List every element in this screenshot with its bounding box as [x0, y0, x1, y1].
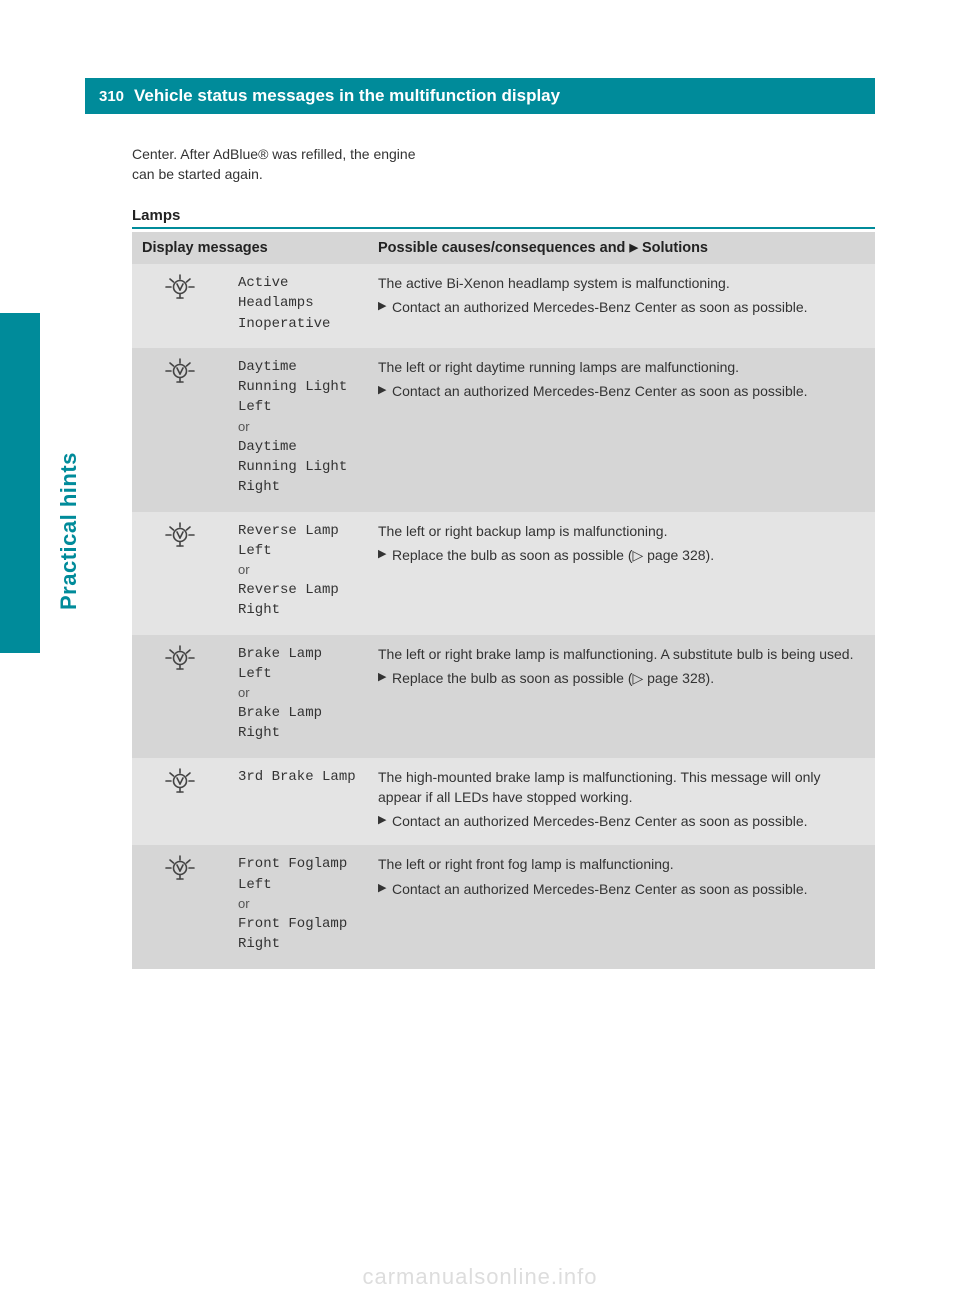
bulb-icon	[160, 767, 200, 800]
msg-or: or	[238, 684, 358, 703]
solution-action: ▶Contact an authorized Mercedes-Benz Cen…	[378, 879, 865, 899]
table-row: 3rd Brake Lamp The high-mounted brake lam…	[132, 758, 875, 846]
cell-icon	[132, 512, 228, 635]
cell-icon	[132, 635, 228, 758]
msg-text: Reverse Lamp Left	[238, 521, 358, 562]
cell-message: 3rd Brake Lamp	[228, 758, 368, 846]
msg-text: Front Foglamp Right	[238, 914, 358, 955]
bulb-icon	[160, 521, 200, 554]
solution-action: ▶Contact an authorized Mercedes-Benz Cen…	[378, 297, 865, 317]
th-solutions-suffix: Solutions	[638, 240, 708, 256]
section-title-lamps: Lamps	[132, 207, 180, 224]
solution-action-text: Replace the bulb as soon as possible (▷ …	[392, 545, 865, 565]
msg-or: or	[238, 561, 358, 580]
solution-lead: The left or right front fog lamp is malf…	[378, 854, 865, 874]
msg-text: Reverse Lamp Right	[238, 580, 358, 621]
bulb-icon	[160, 273, 200, 306]
solution-lead: The active Bi-Xenon headlamp system is m…	[378, 273, 865, 293]
cell-icon	[132, 348, 228, 512]
cell-message: Front Foglamp LeftorFront Foglamp Right	[228, 845, 368, 968]
intro-text: Center. After AdBlue® was refilled, the …	[132, 144, 432, 185]
cell-solution: The high-mounted brake lamp is malfuncti…	[368, 758, 875, 846]
solution-lead: The left or right daytime running lamps …	[378, 357, 865, 377]
cell-solution: The left or right brake lamp is malfunct…	[368, 635, 875, 758]
cell-icon	[132, 264, 228, 348]
triangle-icon: ▶	[378, 668, 392, 688]
table-row: Brake Lamp LeftorBrake Lamp Right The lef…	[132, 635, 875, 758]
msg-text: 3rd Brake Lamp	[238, 767, 358, 787]
solution-action: ▶Replace the bulb as soon as possible (▷…	[378, 668, 865, 688]
table-row: Front Foglamp LeftorFront Foglamp Right T…	[132, 845, 875, 968]
page-title: Vehicle status messages in the multifunc…	[134, 86, 560, 106]
solution-lead: The left or right backup lamp is malfunc…	[378, 521, 865, 541]
solution-lead: The high-mounted brake lamp is malfuncti…	[378, 767, 865, 808]
cell-message: Reverse Lamp LeftorReverse Lamp Right	[228, 512, 368, 635]
triangle-icon: ▶	[378, 297, 392, 317]
msg-text: Brake Lamp Left	[238, 644, 358, 685]
watermark: carmanualsonline.info	[0, 1264, 960, 1290]
triangle-icon: ▶	[378, 381, 392, 401]
solution-action-text: Contact an authorized Mercedes-Benz Cent…	[392, 381, 865, 401]
messages-table: Display messages Possible causes/consequ…	[132, 232, 875, 969]
msg-text: Daytime Running Light Left	[238, 357, 358, 418]
table-row: Active Headlamps Inoperative The active B…	[132, 264, 875, 348]
table-row: Reverse Lamp LeftorReverse Lamp Right The…	[132, 512, 875, 635]
bulb-icon	[160, 357, 200, 390]
cell-icon	[132, 845, 228, 968]
solution-action: ▶Contact an authorized Mercedes-Benz Cen…	[378, 811, 865, 831]
th-solutions-prefix: Possible causes/consequences and	[378, 240, 629, 256]
msg-or: or	[238, 895, 358, 914]
cell-solution: The active Bi-Xenon headlamp system is m…	[368, 264, 875, 348]
cell-message: Daytime Running Light LeftorDaytime Runn…	[228, 348, 368, 512]
section-rule	[132, 227, 875, 229]
triangle-icon: ▶	[378, 811, 392, 831]
solution-lead: The left or right brake lamp is malfunct…	[378, 644, 865, 664]
msg-text: Front Foglamp Left	[238, 854, 358, 895]
solution-action: ▶Replace the bulb as soon as possible (▷…	[378, 545, 865, 565]
solution-action-text: Contact an authorized Mercedes-Benz Cent…	[392, 879, 865, 899]
triangle-icon: ▶	[378, 879, 392, 899]
sidebar-label: Practical hints	[56, 452, 82, 610]
triangle-icon: ▶	[378, 545, 392, 565]
solution-action: ▶Contact an authorized Mercedes-Benz Cen…	[378, 381, 865, 401]
msg-or: or	[238, 418, 358, 437]
sidebar-tab	[0, 313, 40, 653]
cell-message: Active Headlamps Inoperative	[228, 264, 368, 348]
msg-text: Brake Lamp Right	[238, 703, 358, 744]
msg-text: Daytime Running Light Right	[238, 437, 358, 498]
cell-message: Brake Lamp LeftorBrake Lamp Right	[228, 635, 368, 758]
th-display-messages: Display messages	[132, 232, 368, 264]
bulb-icon	[160, 854, 200, 887]
solution-action-text: Replace the bulb as soon as possible (▷ …	[392, 668, 865, 688]
cell-icon	[132, 758, 228, 846]
solution-action-text: Contact an authorized Mercedes-Benz Cent…	[392, 297, 865, 317]
bulb-icon	[160, 644, 200, 677]
cell-solution: The left or right daytime running lamps …	[368, 348, 875, 512]
table-row: Daytime Running Light LeftorDaytime Runn…	[132, 348, 875, 512]
msg-text: Active Headlamps Inoperative	[238, 273, 358, 334]
cell-solution: The left or right front fog lamp is malf…	[368, 845, 875, 968]
solution-action-text: Contact an authorized Mercedes-Benz Cent…	[392, 811, 865, 831]
page-number: 310	[85, 88, 134, 105]
cell-solution: The left or right backup lamp is malfunc…	[368, 512, 875, 635]
page-header: 310 Vehicle status messages in the multi…	[85, 78, 875, 114]
triangle-icon: ▶	[629, 241, 637, 254]
th-solutions: Possible causes/consequences and ▶ Solut…	[368, 232, 875, 264]
